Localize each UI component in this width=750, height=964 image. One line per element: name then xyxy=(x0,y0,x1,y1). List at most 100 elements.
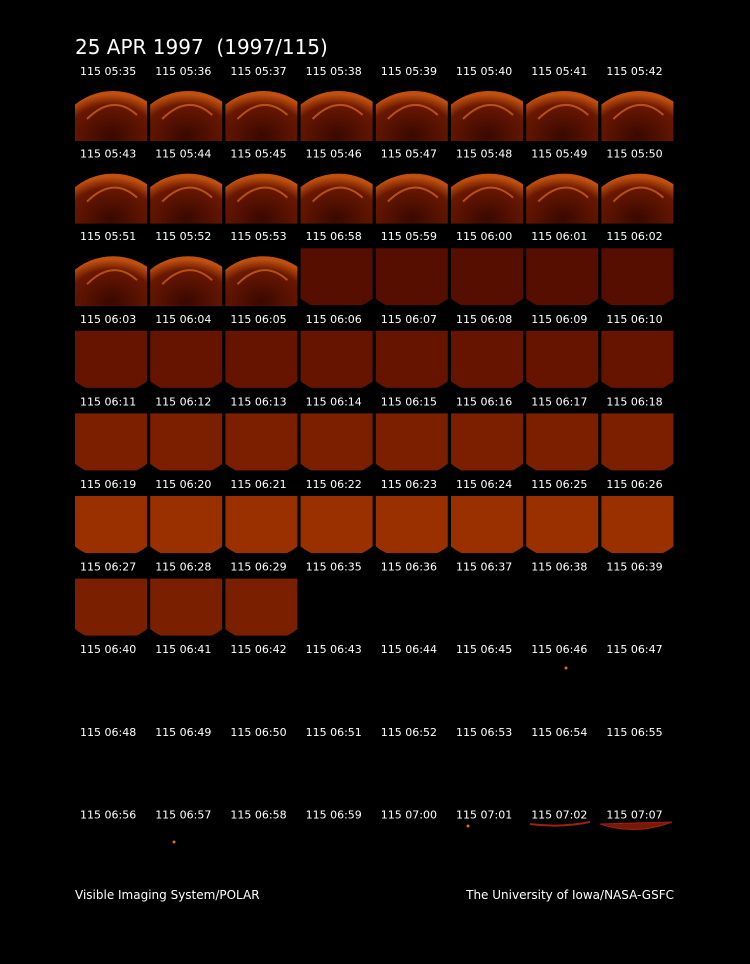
disk xyxy=(601,173,674,224)
frame-label: 115 05:46 xyxy=(306,148,362,161)
frame-label: 115 06:46 xyxy=(531,643,587,656)
disk xyxy=(451,330,523,388)
frame-image xyxy=(225,256,298,307)
disk xyxy=(300,330,373,388)
title: 25 APR 1997 (1997/115) xyxy=(75,35,328,59)
disk xyxy=(300,173,373,224)
frame-label: 115 07:02 xyxy=(531,808,587,821)
disk xyxy=(75,173,147,224)
frame-label: 115 06:15 xyxy=(381,395,437,408)
frame-image xyxy=(526,91,599,141)
aurora-oval xyxy=(311,186,364,203)
frame-label: 115 06:44 xyxy=(381,643,437,656)
aurora-oval xyxy=(462,104,514,120)
frame-image xyxy=(526,496,599,553)
frame-label: 115 06:36 xyxy=(381,561,437,574)
frame-label: 115 06:45 xyxy=(456,643,512,656)
frame-image xyxy=(526,248,599,306)
frame-image xyxy=(150,91,223,141)
frame-image xyxy=(526,330,599,388)
frame-image xyxy=(150,173,223,224)
frame-image xyxy=(75,578,147,636)
frame-label: 115 06:16 xyxy=(456,395,512,408)
frame-image xyxy=(526,413,599,471)
frame-label: 115 05:59 xyxy=(381,230,437,243)
frame-image xyxy=(150,256,223,307)
frame-label: 115 05:35 xyxy=(80,65,136,78)
disk xyxy=(526,248,599,306)
disk xyxy=(451,173,523,224)
disk xyxy=(75,330,147,388)
speck xyxy=(564,666,568,670)
disk xyxy=(601,496,674,553)
frame-label: 115 06:03 xyxy=(80,313,136,326)
disk xyxy=(526,413,599,471)
frame-label: 115 06:43 xyxy=(306,643,362,656)
frame-label: 115 06:41 xyxy=(155,643,211,656)
frame-image xyxy=(375,413,448,471)
frame-label: 115 06:25 xyxy=(531,478,587,491)
frame-image xyxy=(300,248,373,306)
frame-label: 115 06:17 xyxy=(531,395,587,408)
disk xyxy=(375,91,448,141)
frame-label: 115 06:51 xyxy=(306,726,362,739)
frame-label: 115 07:01 xyxy=(456,808,512,821)
frame-label: 115 06:22 xyxy=(306,478,362,491)
disk xyxy=(526,91,599,141)
frame-image xyxy=(75,256,147,307)
frame-label: 115 06:57 xyxy=(155,808,211,821)
frame-label: 115 07:07 xyxy=(606,808,662,821)
footer-right: The University of Iowa/NASA-GSFC xyxy=(465,888,674,902)
frame-image xyxy=(601,413,674,471)
aurora-oval xyxy=(161,104,213,120)
disk xyxy=(225,413,298,471)
frame-label: 115 06:13 xyxy=(230,395,286,408)
footer-left: Visible Imaging System/POLAR xyxy=(75,888,260,902)
frame-label: 115 06:35 xyxy=(306,561,362,574)
disk xyxy=(150,256,223,307)
frame-label: 115 06:58 xyxy=(306,230,362,243)
frame-label: 115 05:52 xyxy=(155,230,211,243)
frame-image xyxy=(601,173,674,224)
disk xyxy=(375,248,448,306)
frame-label: 115 06:00 xyxy=(456,230,512,243)
disk xyxy=(225,330,298,388)
frame-label: 115 06:26 xyxy=(606,478,662,491)
limb-arc xyxy=(599,821,673,831)
disk xyxy=(75,91,147,141)
speck xyxy=(466,824,470,828)
frame-label: 115 06:37 xyxy=(456,561,512,574)
disk xyxy=(225,496,298,553)
frame-label: 115 05:49 xyxy=(531,148,587,161)
frame-label: 115 06:50 xyxy=(230,726,286,739)
frame-label: 115 06:55 xyxy=(606,726,662,739)
frame-image xyxy=(150,330,223,388)
frame-image xyxy=(225,173,298,224)
frame-image xyxy=(225,91,298,141)
disk xyxy=(225,256,298,307)
frame-image xyxy=(375,248,448,306)
aurora-oval xyxy=(537,104,589,120)
frame-image xyxy=(300,173,373,224)
frame-label: 115 06:11 xyxy=(80,395,136,408)
disk xyxy=(225,578,298,636)
frame-label: 115 05:48 xyxy=(456,148,512,161)
disk xyxy=(150,496,223,553)
frame-label: 115 05:43 xyxy=(80,148,136,161)
aurora-oval xyxy=(161,269,213,285)
frame-label: 115 07:00 xyxy=(381,808,437,821)
aurora-oval xyxy=(86,269,138,285)
aurora-oval xyxy=(537,186,589,203)
frame-image xyxy=(300,496,373,553)
frame-image xyxy=(225,413,298,471)
frame-label: 115 06:38 xyxy=(531,561,587,574)
frame-image xyxy=(300,91,373,141)
frame-label: 115 06:14 xyxy=(306,395,362,408)
aurora-oval xyxy=(236,269,289,285)
frame-image xyxy=(601,248,674,306)
disk xyxy=(375,330,448,388)
frame-label: 115 06:21 xyxy=(230,478,286,491)
aurora-oval xyxy=(612,186,665,203)
